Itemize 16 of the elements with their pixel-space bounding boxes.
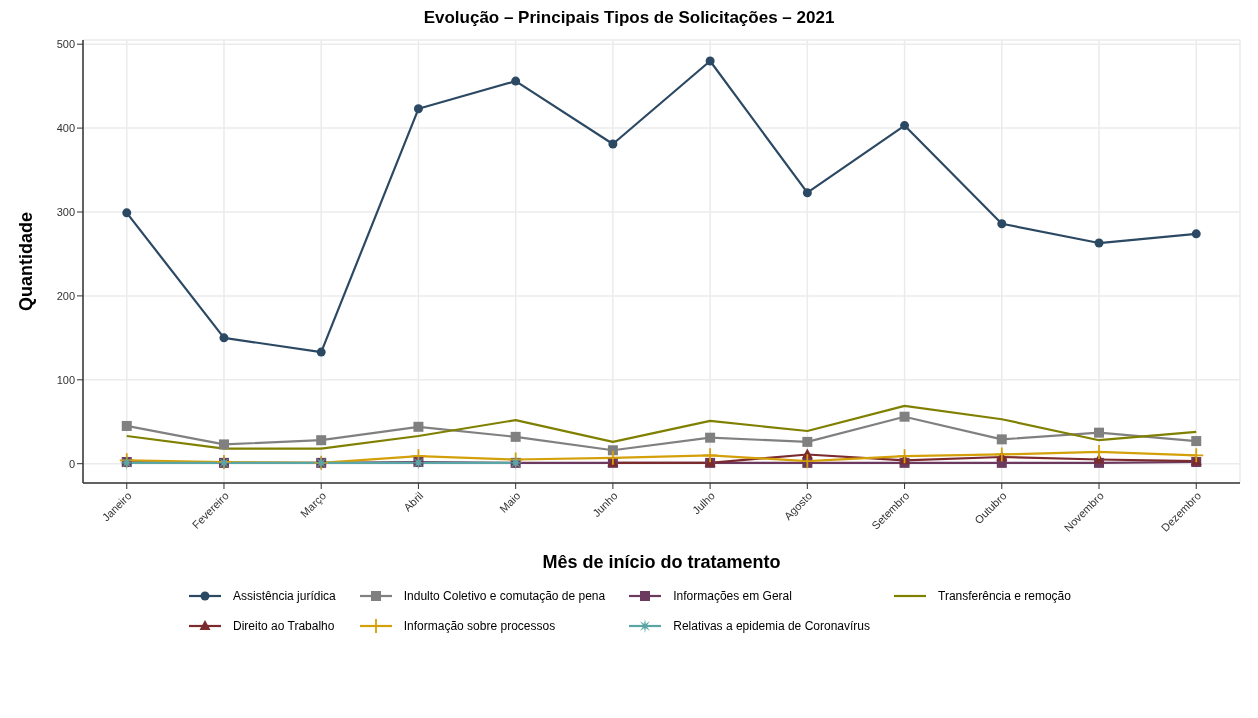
legend-label: Informações em Geral	[673, 589, 792, 603]
legend-label: Indulto Coletivo e comutação de pena	[403, 589, 606, 603]
y-tick-label: 0	[68, 457, 75, 470]
chart-title: Evolução – Principais Tipos de Solicitações – 2021	[422, 8, 836, 28]
y-axis-title: Quantidade	[16, 211, 37, 312]
y-tick-label: 100	[56, 373, 75, 386]
legend-label: Assistência jurídica	[233, 589, 336, 603]
y-tick-label: 300	[56, 205, 75, 218]
legend-label: Informação sobre processos	[403, 619, 556, 633]
y-tick-label: 400	[56, 122, 75, 134]
y-tick-label: 200	[56, 289, 75, 302]
legend-label: Transferência e remoção	[938, 589, 1071, 603]
y-tick-label: 500	[56, 38, 75, 51]
legend-label: Relativas a epidemia de Coronavírus	[673, 619, 870, 633]
legend-label: Direito ao Trabalho	[233, 619, 335, 633]
x-axis-title: Mês de início do tratamento	[542, 552, 781, 572]
